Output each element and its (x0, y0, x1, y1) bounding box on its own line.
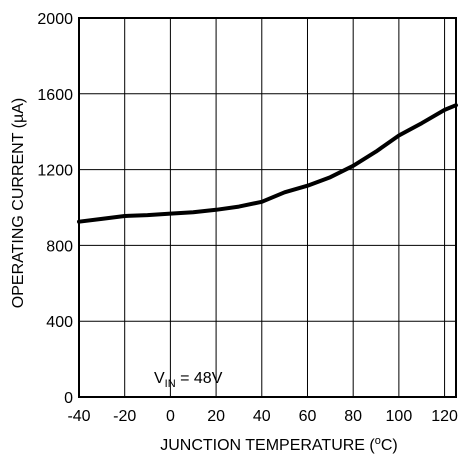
y-tick-label: 0 (64, 390, 73, 407)
x-tick-label: 100 (386, 408, 413, 425)
x-tick-label: -20 (113, 408, 136, 425)
vin-annotation: VIN = 48V (154, 370, 223, 390)
x-tick-label: -40 (67, 408, 90, 425)
x-tick-label: 120 (431, 408, 458, 425)
y-tick-label: 1200 (37, 163, 73, 180)
x-tick-label: 40 (253, 408, 271, 425)
y-axis-label: OPERATING CURRENT (µA) (10, 98, 27, 308)
y-tick-label: 1600 (37, 87, 73, 104)
y-tick-label: 800 (46, 238, 73, 255)
plot-frame (78, 17, 457, 398)
x-tick-label: 80 (344, 408, 362, 425)
y-tick-label: 2000 (37, 11, 73, 28)
grid-lines (79, 18, 456, 397)
y-tick-labels: 0 400 800 1200 1600 2000 (37, 11, 73, 407)
operating-current-line (77, 103, 458, 224)
x-axis-label: JUNCTION TEMPERATURE (oC) (160, 435, 398, 454)
y-tick-label: 400 (46, 314, 73, 331)
x-tick-label: 20 (207, 408, 225, 425)
x-tick-label: 0 (166, 408, 175, 425)
x-tick-label: 60 (299, 408, 317, 425)
x-tick-labels: -40 -20 0 20 40 60 80 100 120 (67, 408, 458, 425)
